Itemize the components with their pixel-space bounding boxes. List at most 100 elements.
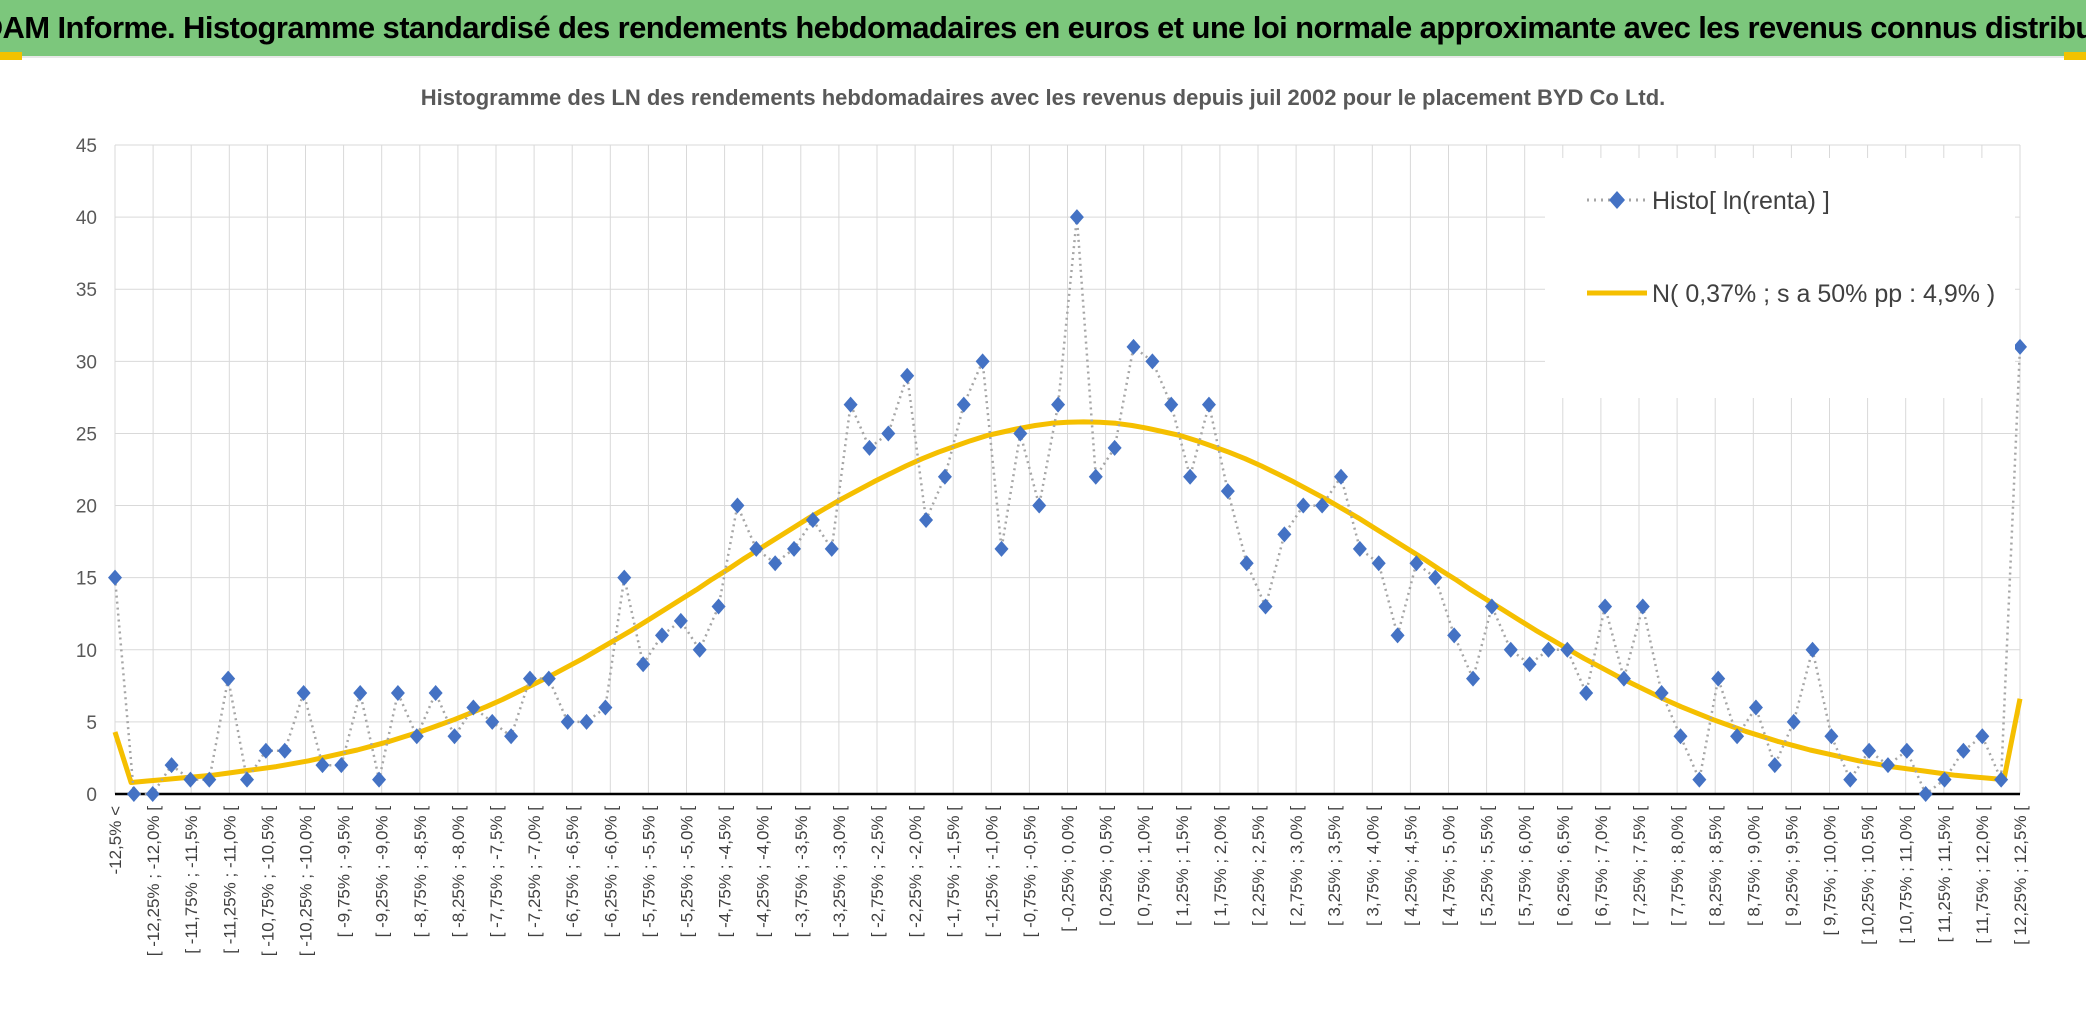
histogram-point bbox=[598, 699, 613, 716]
x-tick-label: [ 7,75% ; 8,0% [ bbox=[1668, 806, 1687, 926]
histogram-point bbox=[1918, 786, 1933, 802]
x-tick-label: [ 3,75% ; 4,0% [ bbox=[1363, 806, 1382, 926]
histogram-point bbox=[787, 540, 802, 557]
x-tick-label: [ 8,25% ; 8,5% [ bbox=[1706, 806, 1725, 926]
histogram-point bbox=[504, 728, 519, 745]
legend-background bbox=[1545, 158, 2015, 398]
x-tick-label: [ -1,25% ; -1,0% [ bbox=[982, 806, 1001, 938]
histogram-point bbox=[1277, 526, 1292, 543]
histogram-point bbox=[1220, 483, 1235, 500]
histogram-point bbox=[617, 569, 632, 586]
x-tick-label: [ 5,25% ; 5,5% [ bbox=[1478, 806, 1497, 926]
histogram-point bbox=[749, 540, 764, 557]
histogram-point bbox=[1390, 627, 1405, 644]
y-tick-label: 40 bbox=[76, 208, 97, 229]
x-axis-ticks: -12,5% < [ -12,25% ; -12,0% [[ -11,75% ; … bbox=[106, 806, 2030, 957]
histogram-point bbox=[202, 771, 217, 788]
histogram-point bbox=[1201, 396, 1216, 413]
histogram-point bbox=[1635, 598, 1650, 615]
histogram-point bbox=[164, 757, 179, 774]
x-tick-label: [ 0,25% ; 0,5% [ bbox=[1097, 806, 1116, 926]
histogram-point bbox=[1258, 598, 1273, 615]
x-tick-label: [ -6,75% ; -6,5% [ bbox=[563, 806, 582, 938]
x-tick-label: [ 11,75% ; 12,0% [ bbox=[1973, 806, 1992, 944]
normal-curve-line bbox=[112, 419, 2023, 785]
histogram-point bbox=[673, 612, 688, 629]
histogram-point bbox=[937, 468, 952, 485]
histogram-point bbox=[1862, 742, 1877, 759]
histogram-point bbox=[1371, 555, 1386, 572]
x-tick-label: [ -6,25% ; -6,0% [ bbox=[601, 806, 620, 938]
histogram-point bbox=[334, 757, 349, 774]
histogram-point bbox=[1484, 598, 1499, 615]
histogram-point bbox=[1428, 569, 1443, 586]
histogram-point bbox=[881, 425, 896, 442]
histogram-point bbox=[692, 641, 707, 658]
histogram-point bbox=[1994, 771, 2009, 788]
histogram-point bbox=[1899, 742, 1914, 759]
x-tick-label: [ 9,25% ; 9,5% [ bbox=[1782, 806, 1801, 926]
x-tick-label: [ 10,75% ; 11,0% [ bbox=[1897, 806, 1916, 944]
histogram-point bbox=[447, 728, 462, 745]
x-tick-label: [ 9,75% ; 10,0% [ bbox=[1821, 806, 1840, 936]
histogram-point bbox=[1164, 396, 1179, 413]
x-tick-label: [ -12,25% ; -12,0% [ bbox=[144, 806, 163, 957]
histogram-point bbox=[1654, 685, 1669, 702]
x-tick-label: [ 4,75% ; 5,0% [ bbox=[1440, 806, 1459, 926]
x-tick-label: [ -10,25% ; -10,0% [ bbox=[297, 806, 316, 957]
x-tick-label: [ 12,25% ; 12,5% [ bbox=[2011, 806, 2030, 945]
histogram-point bbox=[1069, 209, 1084, 226]
legend-histo-marker bbox=[1609, 191, 1625, 209]
histogram-point bbox=[1767, 757, 1782, 774]
histogram-point bbox=[258, 742, 273, 759]
histogram-point bbox=[900, 367, 915, 384]
x-tick-label: [ 5,75% ; 6,0% [ bbox=[1516, 806, 1535, 926]
histogram-point bbox=[1673, 728, 1688, 745]
y-tick-label: 30 bbox=[76, 352, 97, 373]
histogram-point bbox=[1748, 699, 1763, 716]
histogram-point bbox=[145, 786, 160, 802]
x-tick-label: [ -4,25% ; -4,0% [ bbox=[754, 806, 773, 938]
histogram-point bbox=[1730, 728, 1745, 745]
histogram-point bbox=[1503, 641, 1518, 658]
x-tick-label: [ -2,25% ; -2,0% [ bbox=[906, 806, 925, 938]
histogram-point bbox=[1824, 728, 1839, 745]
histogram-point bbox=[636, 656, 651, 673]
histogram-point bbox=[1352, 540, 1367, 557]
histogram-point bbox=[768, 555, 783, 572]
gridlines bbox=[114, 144, 2021, 794]
histogram-point bbox=[1937, 771, 1952, 788]
histogram-point bbox=[2013, 338, 2027, 355]
x-tick-label: [ -9,75% ; -9,5% [ bbox=[335, 806, 354, 938]
histogram-point bbox=[1598, 598, 1613, 615]
histogram-point bbox=[1560, 641, 1575, 658]
histogram-point bbox=[541, 670, 556, 687]
x-tick-label: [ -1,75% ; -1,5% [ bbox=[944, 806, 963, 938]
x-tick-label: [ -5,25% ; -5,0% [ bbox=[678, 806, 697, 938]
x-tick-label: [ 6,75% ; 7,0% [ bbox=[1592, 806, 1611, 926]
x-tick-label: [ -3,75% ; -3,5% [ bbox=[792, 806, 811, 938]
histogram-point bbox=[824, 540, 839, 557]
legend-normal-label: N( 0,37% ; s a 50% pp : 4,9% ) bbox=[1652, 280, 1995, 308]
report-banner: ADAM Informe. Histogramme standardisé de… bbox=[0, 0, 2086, 58]
x-tick-label: [ -7,75% ; -7,5% [ bbox=[487, 806, 506, 938]
histogram-point bbox=[1013, 425, 1028, 442]
x-tick-label: [ 2,25% ; 2,5% [ bbox=[1249, 806, 1268, 926]
histogram-point bbox=[862, 439, 877, 456]
histogram-point bbox=[372, 771, 387, 788]
histogram-point bbox=[466, 699, 481, 716]
chart-title: Histogramme des LN des rendements hebdom… bbox=[421, 85, 1666, 110]
histogram-point bbox=[1296, 497, 1311, 514]
x-tick-label: [ 1,75% ; 2,0% [ bbox=[1211, 806, 1230, 926]
y-tick-label: 5 bbox=[86, 713, 97, 734]
histogram-point bbox=[1145, 353, 1160, 370]
x-tick-label: -12,5% < bbox=[106, 806, 125, 875]
x-tick-label: [ -9,25% ; -9,0% [ bbox=[373, 806, 392, 938]
histogram-point bbox=[843, 396, 858, 413]
x-tick-label: [ 3,25% ; 3,5% [ bbox=[1325, 806, 1344, 926]
histogram-point bbox=[315, 757, 330, 774]
histogram-point bbox=[296, 685, 311, 702]
histogram-point bbox=[956, 396, 971, 413]
histogram-point bbox=[730, 497, 745, 514]
histogram-point bbox=[277, 742, 292, 759]
